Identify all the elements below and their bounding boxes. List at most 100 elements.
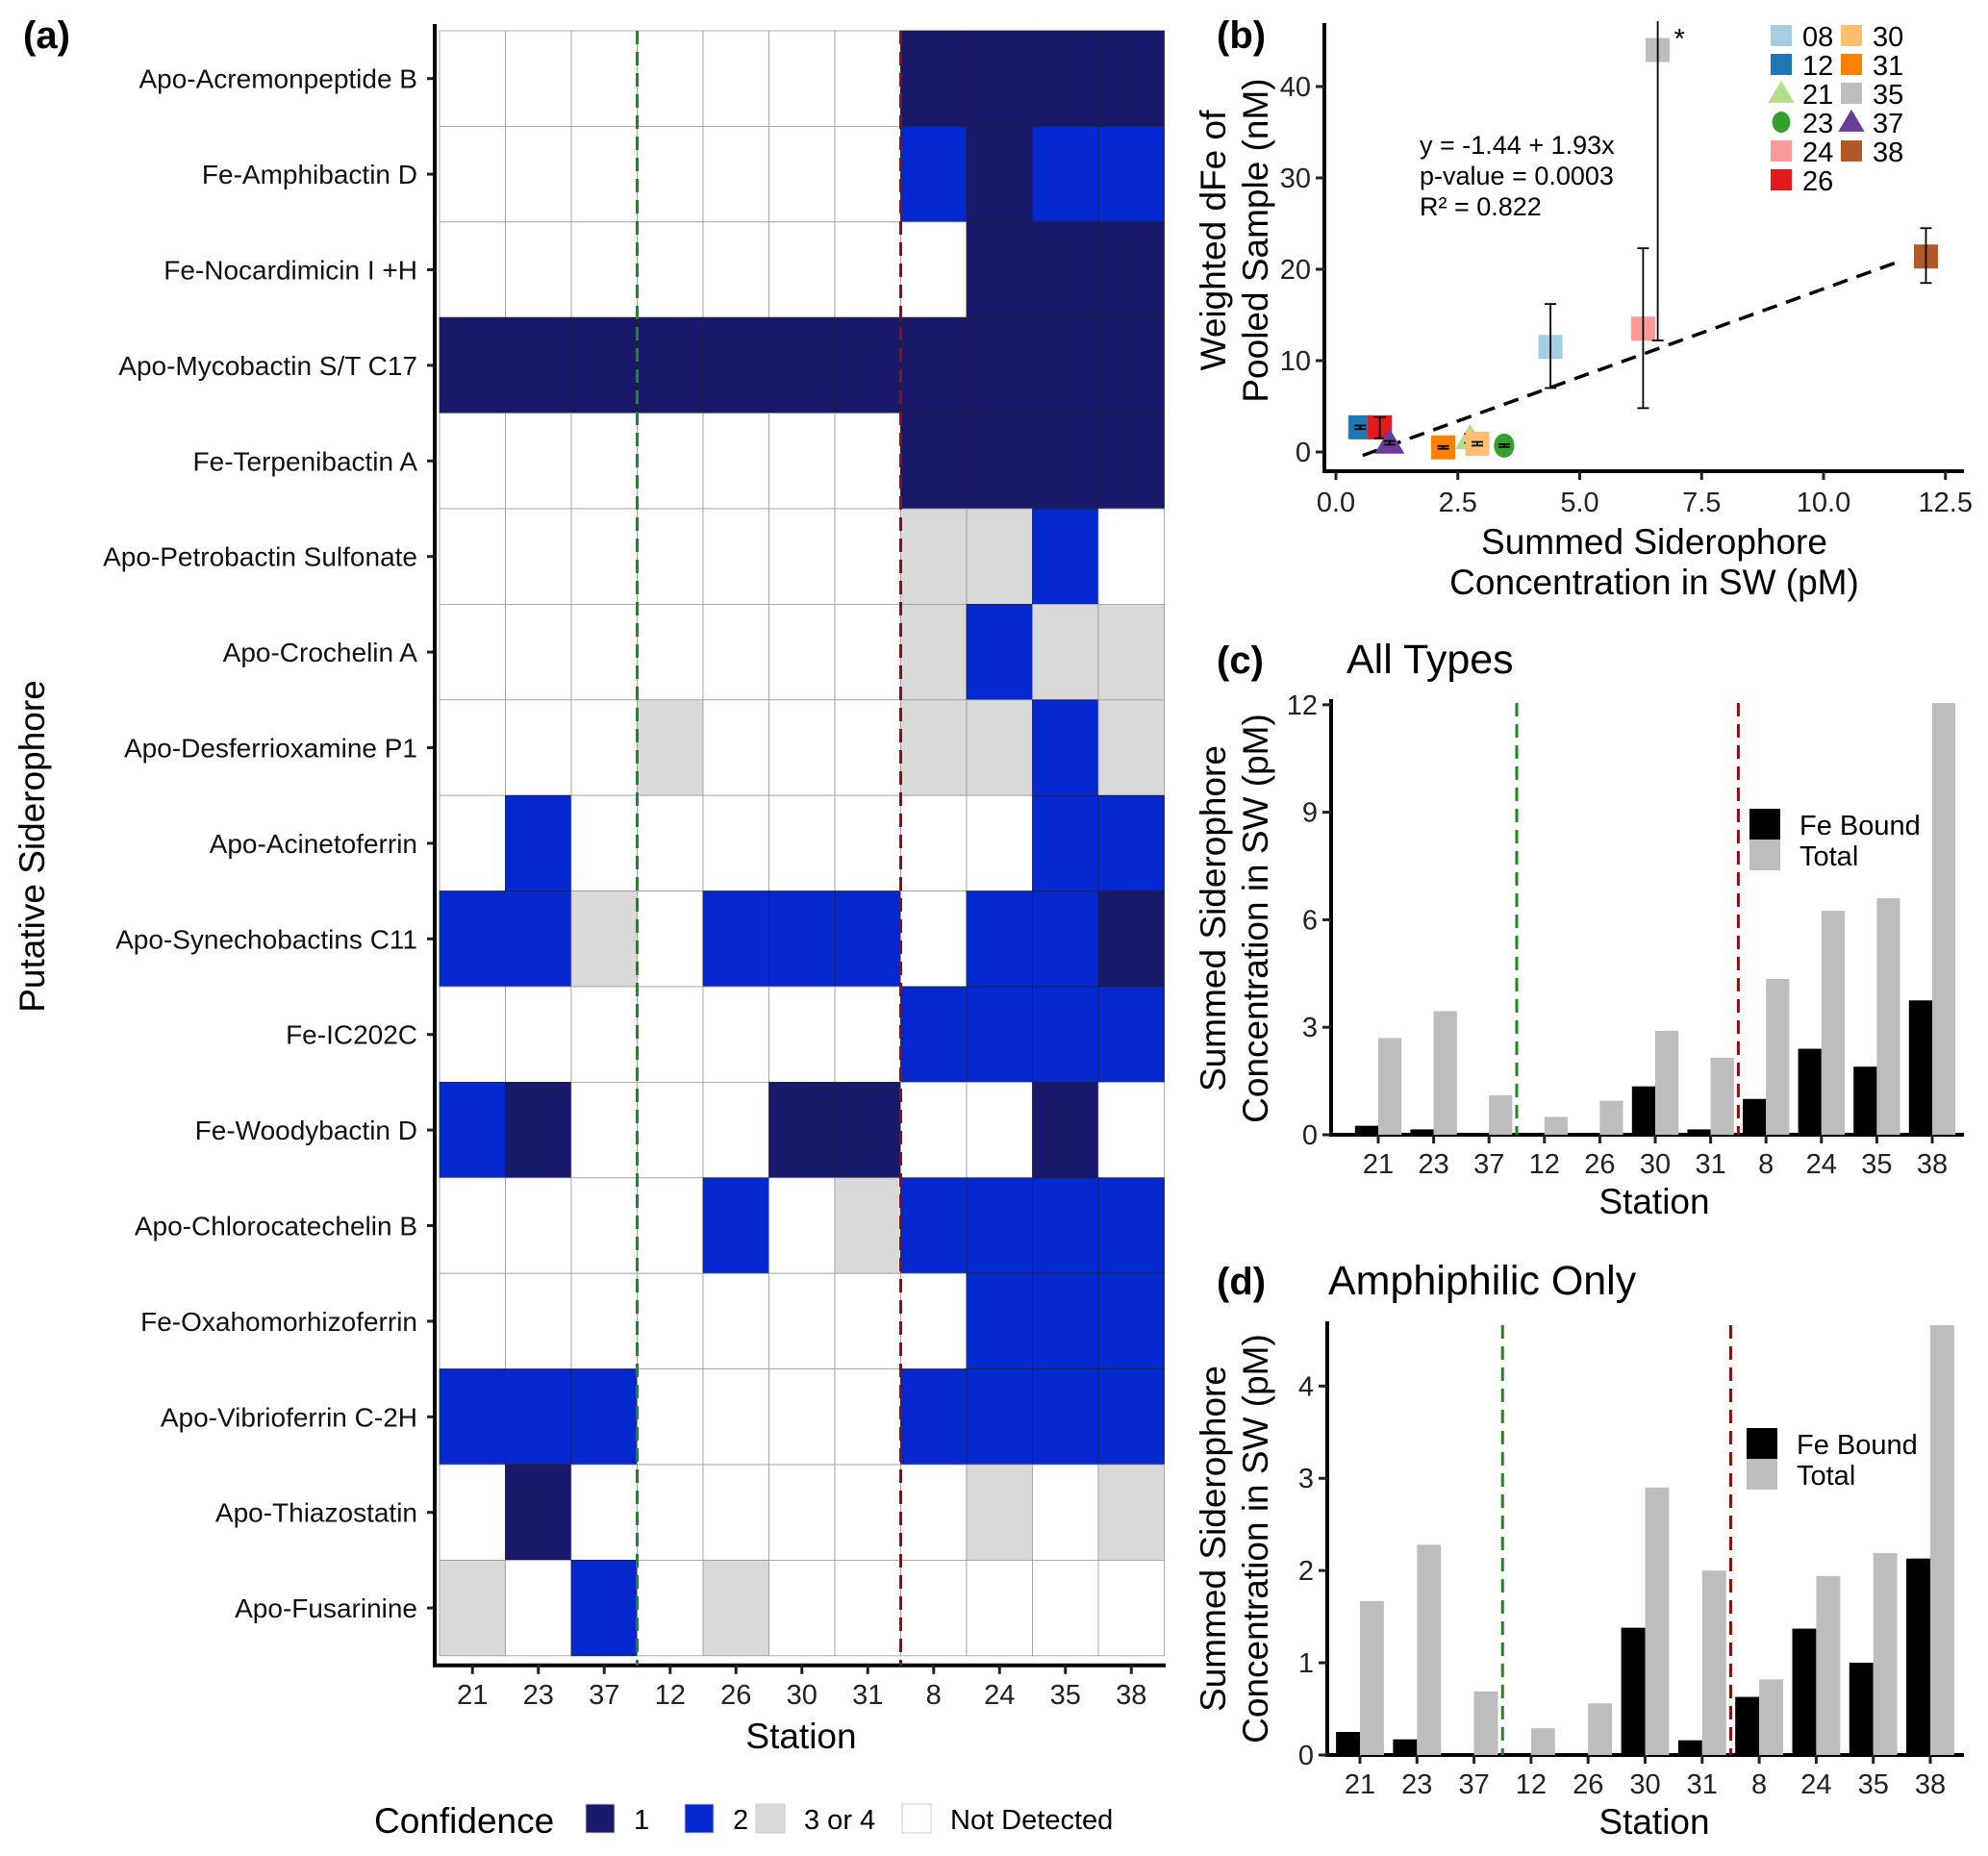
heatmap-cell <box>1032 221 1099 318</box>
row-label: Apo-Thiazostatin <box>215 1498 417 1528</box>
x-tick-label: 8 <box>926 1680 942 1711</box>
heatmap-cell <box>1097 125 1165 223</box>
x-tick-label: 21 <box>457 1680 488 1711</box>
heatmap-cell <box>702 604 769 701</box>
heatmap-cell <box>570 1082 638 1179</box>
x-tick-label: 23 <box>1401 1769 1432 1800</box>
heatmap-cell <box>900 699 968 796</box>
y-tick-label: 1 <box>1298 1648 1314 1679</box>
heatmap-cell <box>834 699 901 796</box>
heatmap-cell <box>1032 1464 1099 1561</box>
heatmap-cell <box>637 221 704 318</box>
legend-label: 37 <box>1873 109 1903 139</box>
heatmap-cell <box>768 316 836 414</box>
legend-label: 24 <box>1802 138 1833 168</box>
heatmap-cell <box>570 890 638 988</box>
heatmap-cell <box>505 1272 572 1369</box>
heatmap-cell <box>637 30 704 127</box>
heatmap-cell <box>570 1177 638 1274</box>
heatmap-cell <box>834 508 901 605</box>
legend-swatch <box>684 1803 715 1834</box>
x-tick-label: 38 <box>1917 1149 1948 1180</box>
fit-annotation: p-value = 0.0003 <box>1420 162 1614 190</box>
legend-label: Fe Bound <box>1797 1430 1918 1461</box>
heatmap-cell <box>570 316 638 414</box>
heatmap-cell <box>768 604 836 701</box>
x-tick-label: 26 <box>1573 1769 1603 1800</box>
row-label: Apo-Acremonpeptide B <box>138 64 417 94</box>
heatmap-cell <box>637 1464 704 1561</box>
heatmap-cell <box>570 794 638 892</box>
heatmap-cell <box>834 604 901 701</box>
row-label: Apo-Fusarinine <box>235 1593 417 1623</box>
heatmap-cell <box>834 986 901 1083</box>
heatmap-cell <box>637 1177 704 1274</box>
bar-fe-bound <box>1906 1558 1930 1755</box>
heatmap-cell <box>702 30 769 127</box>
heatmap-cell <box>505 1560 572 1657</box>
y-axis-title-line1: Weighted dFe of <box>1194 110 1233 371</box>
bar-total <box>1360 1600 1384 1755</box>
legend-marker <box>1771 140 1792 162</box>
bar-total <box>1530 1728 1555 1755</box>
heatmap-cell <box>768 1272 836 1369</box>
y-tick-label: 9 <box>1302 798 1318 829</box>
x-tick-label: 12 <box>1516 1769 1547 1800</box>
bar-fe-bound <box>1853 1066 1877 1135</box>
x-tick-label: 35 <box>1858 1769 1889 1800</box>
panel-title: All Types <box>1346 637 1514 683</box>
legend-label: 30 <box>1873 22 1903 53</box>
bar-fe-bound <box>1354 1125 1378 1135</box>
heatmap-cell <box>637 1368 704 1466</box>
legend-marker <box>1841 83 1862 104</box>
heatmap-cell <box>966 1272 1033 1369</box>
legend-swatch-fe-bound <box>1747 1428 1777 1459</box>
heatmap-cell <box>966 699 1033 796</box>
heatmap-cell <box>1032 1082 1099 1179</box>
heatmap-cell <box>768 125 836 223</box>
y-tick-label: 20 <box>1280 255 1311 286</box>
heatmap-cell <box>1032 30 1099 127</box>
heatmap-cell <box>439 221 506 318</box>
heatmap-cell <box>637 1272 704 1369</box>
legend-marker <box>1838 109 1865 132</box>
x-tick-label: 10.0 <box>1797 488 1850 518</box>
heatmap-cell <box>768 30 836 127</box>
heatmap-cell <box>1097 1464 1165 1561</box>
heatmap-cell <box>702 699 769 796</box>
legend-label: 31 <box>1873 51 1903 82</box>
x-tick-label: 23 <box>1418 1149 1448 1180</box>
heatmap-cell <box>966 1082 1033 1179</box>
heatmap-cell <box>439 125 506 223</box>
heatmap-cell <box>966 125 1033 223</box>
x-tick-label: 26 <box>720 1680 751 1711</box>
y-axis-title: Putative Siderophore <box>13 680 52 1013</box>
x-tick-label: 37 <box>1458 1769 1489 1800</box>
heatmap-cell <box>1032 1368 1099 1466</box>
bar-fe-bound <box>1798 1048 1822 1135</box>
heatmap-cell <box>900 890 968 988</box>
y-axis-title-line1: Summed Siderophore <box>1194 1366 1233 1712</box>
heatmap-cell <box>900 604 968 701</box>
panel-label: (d) <box>1217 1261 1266 1303</box>
y-tick-label: 30 <box>1280 163 1311 194</box>
x-tick-label: 21 <box>1363 1149 1394 1180</box>
heatmap-cell <box>1097 413 1165 510</box>
bar-fe-bound <box>1393 1739 1418 1755</box>
x-tick-label: 24 <box>1806 1149 1837 1180</box>
heatmap-cell <box>570 30 638 127</box>
heatmap-cell <box>900 30 968 127</box>
heatmap-cell <box>439 508 506 605</box>
heatmap-cell <box>637 508 704 605</box>
heatmap-cell <box>900 986 968 1083</box>
row-label: Apo-Chlorocatechelin B <box>135 1212 417 1242</box>
heatmap-cell <box>505 890 572 988</box>
heatmap-cell <box>439 1368 506 1466</box>
bar-total <box>1433 1011 1457 1135</box>
heatmap-cell <box>834 1368 901 1466</box>
row-label: Fe-Woodybactin D <box>195 1116 417 1145</box>
x-tick-label: 12.5 <box>1919 488 1973 518</box>
heatmap-cell <box>702 986 769 1083</box>
heatmap-cell <box>570 699 638 796</box>
heatmap-cell <box>439 699 506 796</box>
